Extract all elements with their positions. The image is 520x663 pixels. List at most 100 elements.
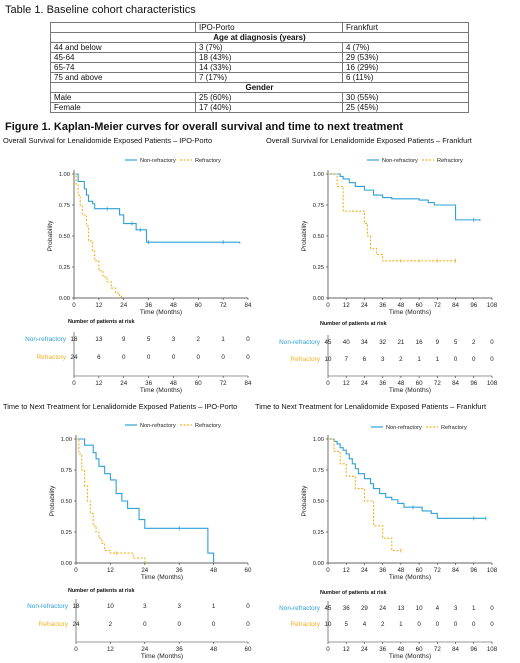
risk-count: 0 xyxy=(490,605,494,612)
x-tick-label: 48 xyxy=(170,302,177,309)
y-axis-label: Probability xyxy=(47,220,54,251)
risk-x-tick-label: 72 xyxy=(220,380,227,387)
y-tick-label: 0.50 xyxy=(61,499,72,505)
y-tick-label: 0.25 xyxy=(313,265,324,271)
x-tick-label: 60 xyxy=(245,567,252,574)
y-tick-label: 1.00 xyxy=(313,437,324,443)
x-tick-label: 24 xyxy=(120,302,127,309)
km-chart-ttnt-frankfurt: Non-refractory Refractory 0.00 0.25 0.50 0.75… xyxy=(279,425,498,660)
risk-count: 16 xyxy=(416,339,423,346)
y-axis-label: Probability xyxy=(301,220,308,251)
risk-count: 1 xyxy=(212,603,216,610)
risk-count: 4 xyxy=(363,621,367,628)
km-curve-refractory xyxy=(328,173,456,262)
x-tick-label: 84 xyxy=(452,567,459,574)
risk-row-label: Non-refractory xyxy=(279,605,321,612)
y-tick-label: 0.25 xyxy=(59,265,70,271)
table-header-cell: IPO-Porto xyxy=(195,22,343,33)
risk-x-tick-label: 96 xyxy=(470,380,477,387)
risk-count: 0 xyxy=(246,603,250,610)
risk-count: 0 xyxy=(177,621,181,628)
panel-title-ttnt-porto: Time to Next Treatment for Lenalidomide … xyxy=(3,402,238,411)
risk-x-axis-label: Time (Months) xyxy=(389,387,431,394)
x-tick-label: 0 xyxy=(72,302,76,309)
risk-count: 0 xyxy=(490,356,494,363)
risk-x-tick-label: 24 xyxy=(361,380,368,387)
table-header-row: IPO-Porto Frankfurt xyxy=(50,22,469,33)
x-tick-label: 108 xyxy=(487,302,498,309)
risk-x-tick-label: 48 xyxy=(397,646,404,653)
risk-row-label: Non-refractory xyxy=(27,603,69,610)
legend-label: Non-refractory xyxy=(386,425,422,431)
risk-x-tick-label: 84 xyxy=(245,380,252,387)
risk-count: 0 xyxy=(246,354,250,361)
risk-x-tick-label: 0 xyxy=(74,646,78,653)
panel-title-os-porto: Overall Survival for Lenalidomide Expose… xyxy=(3,136,213,145)
km-curve-refractory xyxy=(328,438,401,552)
y-tick-label: 0.75 xyxy=(313,203,324,209)
x-axis-label: Time (Months) xyxy=(389,309,431,316)
table-cell: 45-64 xyxy=(50,52,196,63)
x-tick-label: 48 xyxy=(397,302,404,309)
risk-count: 5 xyxy=(147,336,151,343)
km-curve-non-refractory xyxy=(328,438,486,519)
risk-count: 0 xyxy=(212,621,216,628)
risk-count: 6 xyxy=(97,354,101,361)
y-tick-label: 1.00 xyxy=(313,172,324,178)
risk-x-tick-label: 84 xyxy=(452,380,459,387)
risk-count: 0 xyxy=(490,339,494,346)
risk-x-tick-label: 84 xyxy=(452,646,459,653)
risk-count: 7 xyxy=(344,356,348,363)
risk-x-tick-label: 108 xyxy=(487,646,498,653)
y-tick-label: 0.50 xyxy=(313,234,324,240)
y-tick-label: 0.00 xyxy=(61,561,72,567)
risk-table-title: Number of patients at risk xyxy=(320,590,387,596)
x-tick-label: 12 xyxy=(107,567,114,574)
y-tick-label: 0.75 xyxy=(61,468,72,474)
risk-count: 2 xyxy=(109,621,113,628)
x-tick-label: 36 xyxy=(379,567,386,574)
x-tick-label: 0 xyxy=(74,567,78,574)
table-cell: 25 (45%) xyxy=(342,102,469,113)
risk-x-tick-label: 96 xyxy=(470,646,477,653)
x-axis-label: Time (Months) xyxy=(389,574,431,581)
risk-x-tick-label: 0 xyxy=(72,380,76,387)
x-tick-label: 12 xyxy=(343,567,350,574)
x-tick-label: 24 xyxy=(361,567,368,574)
panel-title-ttnt-frankfurt: Time to Next Treatment for Lenalidomide … xyxy=(255,402,486,411)
risk-count: 2 xyxy=(381,621,385,628)
risk-count: 5 xyxy=(344,621,348,628)
risk-count: 0 xyxy=(147,354,151,361)
y-tick-label: 0.50 xyxy=(59,234,70,240)
risk-count: 1 xyxy=(417,356,421,363)
risk-count: 2 xyxy=(399,356,403,363)
risk-x-tick-label: 24 xyxy=(141,646,148,653)
table-row: 65-74 14 (33%) 16 (29%) xyxy=(50,62,469,73)
risk-count: 0 xyxy=(436,621,440,628)
figure-title: Figure 1. Kaplan-Meier curves for overal… xyxy=(5,121,403,133)
table-cell: 29 (53%) xyxy=(342,52,469,63)
km-curve-non-refractory xyxy=(328,173,481,222)
section-heading: Gender xyxy=(50,82,469,93)
risk-count: 3 xyxy=(381,356,385,363)
risk-count: 40 xyxy=(343,339,350,346)
y-tick-label: 0.50 xyxy=(313,499,324,505)
table-cell: Female xyxy=(50,102,196,113)
risk-count: 3 xyxy=(143,603,147,610)
x-tick-label: 84 xyxy=(245,302,252,309)
risk-count: 13 xyxy=(95,336,102,343)
table-section-row: Gender xyxy=(50,82,469,93)
table-row: 45-64 18 (43%) 29 (53%) xyxy=(50,52,469,63)
risk-count: 0 xyxy=(172,354,176,361)
x-tick-label: 36 xyxy=(145,302,152,309)
x-tick-label: 60 xyxy=(195,302,202,309)
risk-count: 32 xyxy=(379,339,386,346)
risk-x-tick-label: 36 xyxy=(379,646,386,653)
risk-count: 1 xyxy=(221,336,225,343)
risk-table-title: Number of patients at risk xyxy=(68,319,135,325)
x-tick-label: 72 xyxy=(434,302,441,309)
x-tick-label: 72 xyxy=(434,567,441,574)
legend-label: Non-refractory xyxy=(140,423,176,429)
risk-count: 4 xyxy=(436,605,440,612)
table-header-cell: Frankfurt xyxy=(342,22,469,33)
